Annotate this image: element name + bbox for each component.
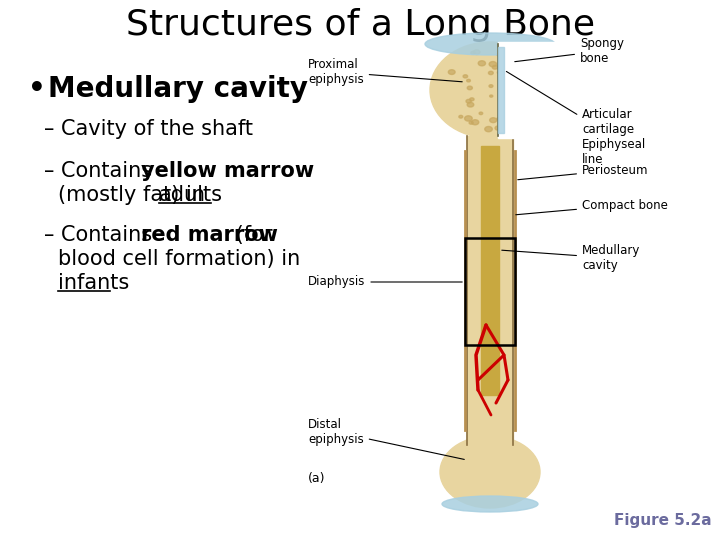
- Text: Periosteum: Periosteum: [518, 164, 649, 180]
- Text: Medullary
cavity: Medullary cavity: [502, 244, 640, 272]
- Ellipse shape: [440, 436, 540, 508]
- Text: Distal
epiphysis: Distal epiphysis: [308, 418, 464, 460]
- Ellipse shape: [514, 113, 520, 117]
- Ellipse shape: [442, 496, 538, 512]
- Ellipse shape: [430, 42, 550, 138]
- Ellipse shape: [467, 86, 472, 90]
- Text: red marrow: red marrow: [141, 225, 278, 245]
- Ellipse shape: [514, 114, 517, 116]
- Bar: [481, 146, 499, 395]
- Text: (mostly fat) in: (mostly fat) in: [58, 185, 212, 205]
- Bar: [467, 136, 513, 445]
- Text: Medullary cavity: Medullary cavity: [48, 75, 308, 103]
- Ellipse shape: [485, 126, 492, 132]
- Ellipse shape: [473, 50, 480, 55]
- Text: Articular
cartilage
Epiphyseal
line: Articular cartilage Epiphyseal line: [506, 71, 647, 166]
- Ellipse shape: [469, 122, 473, 124]
- Text: – Contains: – Contains: [44, 161, 158, 181]
- Text: blood cell formation) in: blood cell formation) in: [58, 249, 300, 269]
- Ellipse shape: [497, 118, 500, 120]
- Ellipse shape: [490, 118, 497, 123]
- Ellipse shape: [500, 56, 505, 59]
- Ellipse shape: [489, 62, 497, 67]
- Ellipse shape: [425, 33, 555, 55]
- Text: Diaphysis: Diaphysis: [308, 275, 462, 288]
- Ellipse shape: [469, 98, 474, 101]
- Text: adults: adults: [159, 185, 223, 205]
- Ellipse shape: [472, 120, 479, 125]
- Bar: [498, 42, 578, 138]
- Ellipse shape: [467, 79, 470, 82]
- Ellipse shape: [478, 60, 485, 66]
- Text: yellow marrow: yellow marrow: [141, 161, 314, 181]
- Ellipse shape: [500, 104, 505, 107]
- Ellipse shape: [464, 116, 472, 121]
- Bar: [498, 47, 504, 133]
- Ellipse shape: [488, 71, 493, 75]
- Text: Figure 5.2a: Figure 5.2a: [614, 513, 712, 528]
- Ellipse shape: [515, 114, 523, 119]
- Ellipse shape: [526, 109, 531, 113]
- Ellipse shape: [492, 65, 498, 69]
- Text: Structures of a Long Bone: Structures of a Long Bone: [125, 8, 595, 42]
- Ellipse shape: [490, 95, 492, 97]
- Text: Proximal
epiphysis: Proximal epiphysis: [308, 58, 462, 86]
- Text: infants: infants: [58, 273, 130, 293]
- Ellipse shape: [505, 94, 509, 96]
- Text: Compact bone: Compact bone: [516, 199, 668, 215]
- Bar: [465, 238, 515, 345]
- Text: – Contains: – Contains: [44, 225, 158, 245]
- Ellipse shape: [463, 75, 467, 78]
- Ellipse shape: [516, 70, 523, 75]
- Ellipse shape: [449, 70, 455, 75]
- Ellipse shape: [498, 71, 500, 73]
- Ellipse shape: [516, 76, 523, 82]
- Ellipse shape: [489, 85, 493, 87]
- Text: (for: (for: [229, 225, 272, 245]
- Ellipse shape: [513, 112, 516, 114]
- Text: •: •: [28, 75, 46, 103]
- Ellipse shape: [518, 105, 521, 107]
- Ellipse shape: [471, 51, 475, 55]
- Text: Spongy
bone: Spongy bone: [515, 37, 624, 65]
- Text: – Cavity of the shaft: – Cavity of the shaft: [44, 119, 253, 139]
- Ellipse shape: [497, 53, 500, 56]
- Text: (a): (a): [308, 472, 325, 485]
- Ellipse shape: [519, 100, 523, 104]
- Ellipse shape: [495, 126, 501, 130]
- Ellipse shape: [466, 99, 472, 103]
- Ellipse shape: [467, 103, 474, 107]
- Ellipse shape: [459, 116, 463, 118]
- Ellipse shape: [500, 103, 503, 105]
- Ellipse shape: [479, 112, 482, 114]
